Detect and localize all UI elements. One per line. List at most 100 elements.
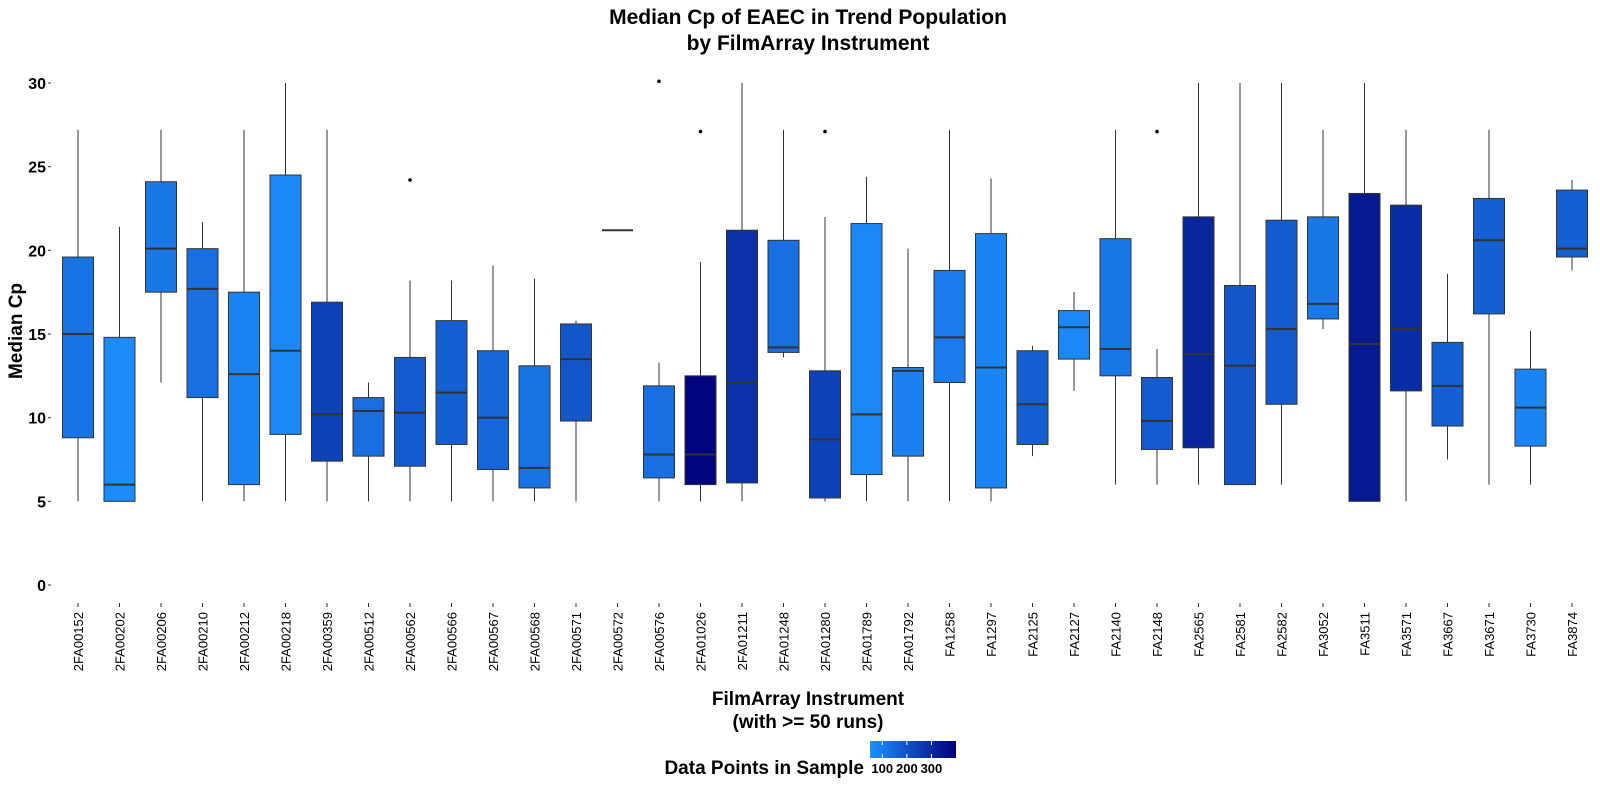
- outlier-point: [1155, 129, 1159, 134]
- box-iqr: [311, 301, 343, 462]
- x-tick-label: 2FA00210: [196, 612, 211, 671]
- x-tick-label: 2FA00202: [113, 612, 128, 671]
- chart-title: Median Cp of EAEC in Trend Population: [609, 6, 1007, 29]
- box-2FA00218: [269, 83, 302, 502]
- box-FA3730: [1514, 330, 1547, 485]
- box-iqr: [850, 223, 883, 476]
- x-tick-label: FA2582: [1275, 612, 1290, 657]
- box-FA2140: [1099, 129, 1132, 485]
- x-tick-label: 2FA01026: [694, 612, 709, 671]
- box-iqr: [1016, 350, 1049, 445]
- box-2FA00206: [145, 129, 177, 383]
- y-tick-label: 15: [28, 327, 46, 344]
- x-tick-label: 2FA01248: [777, 612, 792, 671]
- outlier-point: [408, 178, 412, 182]
- box-FA1258: [933, 129, 966, 502]
- box-iqr: [62, 256, 94, 439]
- box-FA2565: [1182, 83, 1215, 485]
- box-iqr: [1265, 219, 1298, 405]
- legend-tick-label: 200: [896, 761, 918, 776]
- x-tick-label: FA3730: [1524, 612, 1539, 657]
- legend-ticks: 100 200 300: [871, 741, 942, 776]
- box-FA2127: [1058, 292, 1090, 391]
- box-iqr: [1224, 284, 1256, 486]
- x-tick-label: 2FA00567: [486, 612, 501, 671]
- box-FA3667: [1431, 273, 1464, 460]
- box-iqr: [186, 248, 219, 399]
- x-tick-label: FA3874: [1565, 612, 1580, 657]
- box-iqr: [1182, 216, 1215, 449]
- box-2FA00568: [518, 278, 551, 502]
- box-2FA00212: [228, 129, 260, 502]
- box-iqr: [145, 181, 177, 293]
- x-tick-label: 2FA00568: [528, 612, 543, 671]
- chart-subtitle: by FilmArray Instrument: [687, 32, 930, 55]
- x-tick-label: FA1297: [984, 612, 999, 657]
- x-tick-label: FA2125: [1026, 612, 1041, 657]
- box-iqr: [684, 375, 717, 486]
- box-iqr: [643, 385, 675, 479]
- x-tick-label: 2FA01280: [818, 612, 833, 671]
- x-tick-label: 2FA00359: [320, 612, 335, 671]
- x-tick-label: FA3667: [1441, 612, 1456, 657]
- box-iqr: [1141, 377, 1173, 450]
- x-tick-label: FA2140: [1109, 612, 1124, 657]
- x-tick-label: 2FA00206: [154, 612, 169, 671]
- x-axis: 2FA00152 2FA00202 2FA00206 2FA00210 2FA00212…: [71, 603, 1580, 671]
- box-2FA01792: [892, 248, 924, 502]
- box-2FA00567: [477, 265, 509, 502]
- box-2FA00359: [311, 129, 343, 502]
- box-FA3571: [1390, 129, 1422, 502]
- x-tick-label: FA1258: [943, 612, 958, 657]
- box-FA3052: [1307, 129, 1339, 329]
- box-2FA00562: [394, 178, 426, 502]
- box-2FA00210: [186, 221, 219, 502]
- box-iqr: [228, 291, 260, 486]
- x-tick-label: FA3571: [1399, 612, 1414, 657]
- outlier-point: [657, 79, 661, 84]
- x-tick-label: 2FA00152: [71, 612, 86, 671]
- x-tick-label: 2FA00572: [611, 612, 626, 671]
- y-tick-label: 5: [37, 494, 46, 511]
- box-iqr: [1099, 238, 1132, 377]
- box-iqr: [1058, 310, 1090, 360]
- x-axis-title-line2: (with >= 50 runs): [733, 712, 884, 733]
- x-tick-label: FA3052: [1316, 612, 1331, 657]
- y-axis: 0 5 10 15 20 25 30: [28, 76, 51, 595]
- x-tick-label: 2FA01792: [901, 612, 916, 671]
- box-iqr: [809, 370, 841, 499]
- box-iqr: [477, 350, 509, 471]
- box-iqr: [1473, 197, 1505, 315]
- y-tick-label: 10: [28, 411, 46, 428]
- box-2FA00576: [643, 79, 675, 502]
- box-iqr: [1431, 341, 1464, 427]
- box-iqr: [1348, 192, 1381, 502]
- box-FA3671: [1473, 129, 1505, 485]
- x-axis-title: FilmArray Instrument: [712, 689, 905, 710]
- box-2FA01789: [850, 176, 883, 502]
- box-iqr: [560, 323, 592, 422]
- box-iqr: [767, 239, 800, 353]
- y-tick-label: 25: [28, 160, 46, 177]
- box-iqr: [1556, 189, 1588, 258]
- box-iqr: [269, 174, 302, 435]
- box-2FA01211: [726, 83, 758, 502]
- x-tick-label: FA2148: [1150, 612, 1165, 657]
- box-FA2581: [1224, 83, 1256, 486]
- box-iqr: [1307, 216, 1339, 320]
- legend-tick-label: 100: [871, 761, 893, 776]
- box-iqr: [892, 366, 924, 457]
- box-2FA01280: [809, 129, 841, 502]
- x-tick-label: 2FA00562: [403, 612, 418, 671]
- y-tick-label: 30: [28, 76, 46, 93]
- x-tick-label: 2FA00571: [569, 612, 584, 671]
- box-iqr: [435, 320, 468, 445]
- box-iqr: [726, 229, 758, 484]
- box-iqr: [103, 336, 136, 502]
- box-FA2125: [1016, 345, 1049, 457]
- x-tick-label: 2FA00218: [279, 612, 294, 671]
- box-iqr: [352, 397, 385, 457]
- x-tick-label: FA2581: [1233, 612, 1248, 657]
- box-FA3511: [1348, 83, 1381, 502]
